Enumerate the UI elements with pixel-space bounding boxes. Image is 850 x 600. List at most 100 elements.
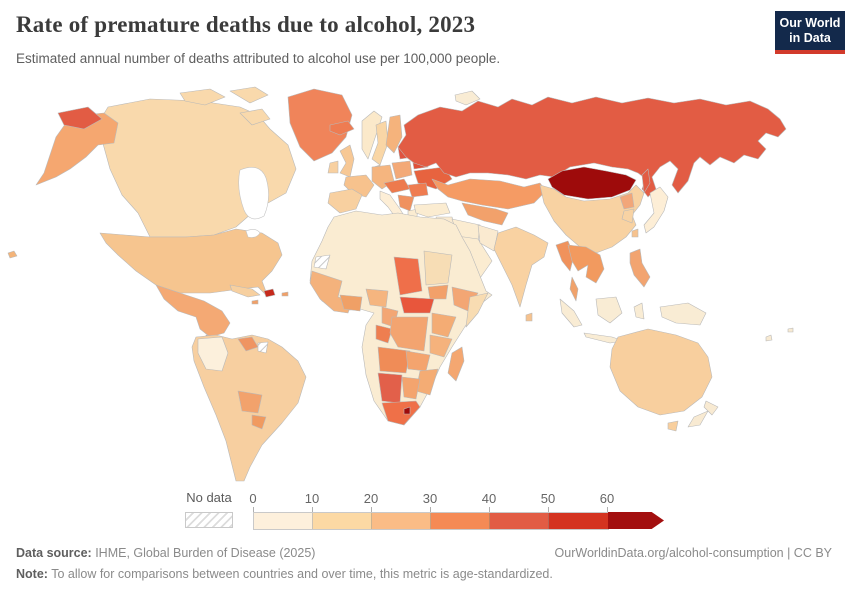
country-indonesia-sumatra[interactable] — [559, 298, 583, 328]
country-tanzania[interactable] — [429, 334, 453, 358]
country-nigeria[interactable] — [365, 288, 389, 308]
country-south-africa[interactable] — [381, 400, 421, 426]
region-malay-peninsula[interactable] — [569, 276, 579, 302]
country-mongolia[interactable] — [547, 166, 637, 200]
region-iberia[interactable] — [327, 188, 363, 214]
region-pakistan-afghanistan[interactable] — [477, 224, 499, 252]
country-usa-hawaii[interactable] — [7, 250, 18, 259]
legend-no-data-label: No data — [186, 490, 232, 505]
region-central-asia[interactable] — [461, 202, 509, 226]
data-source-label: Data source: — [16, 546, 92, 560]
country-namibia[interactable] — [377, 372, 403, 404]
legend-tickmark — [489, 507, 490, 512]
country-kazakhstan[interactable] — [431, 178, 547, 210]
legend-tick-40: 40 — [481, 491, 497, 506]
country-australia[interactable] — [609, 328, 713, 416]
country-bolivia[interactable] — [237, 390, 263, 414]
country-usa[interactable] — [99, 228, 283, 298]
country-india[interactable] — [493, 226, 549, 308]
country-chad[interactable] — [393, 256, 423, 296]
no-data-suriname[interactable] — [257, 341, 269, 354]
legend-bin-0-10[interactable] — [254, 513, 313, 529]
region-uganda-kenya[interactable] — [431, 312, 457, 338]
country-romania[interactable] — [407, 182, 429, 198]
region-svalbard[interactable] — [454, 90, 481, 106]
legend-no-data-swatch[interactable] — [185, 512, 233, 528]
legend-bin-20-30[interactable] — [372, 513, 431, 529]
country-russia-sakhalin[interactable] — [641, 168, 651, 194]
footer-note: Note: To allow for comparisons between c… — [16, 567, 832, 581]
legend-tick-0: 0 — [249, 491, 257, 506]
country-south-korea[interactable] — [621, 208, 635, 224]
owid-link[interactable]: OurWorldinData.org/alcohol-consumption |… — [554, 546, 832, 560]
country-philippines[interactable] — [629, 248, 651, 288]
country-finland[interactable] — [385, 114, 403, 154]
country-greenland[interactable] — [287, 88, 353, 162]
note-label: Note: — [16, 567, 48, 581]
owid-logo-line2: in Data — [789, 30, 831, 45]
no-data-western-sahara[interactable] — [313, 254, 331, 270]
region-ghana-ivory-coast[interactable] — [339, 294, 363, 312]
region-gabon-congo[interactable] — [375, 324, 393, 344]
legend-bin-30-40[interactable] — [431, 513, 490, 529]
country-papua-new-guinea[interactable] — [659, 302, 707, 326]
legend-tickmark — [312, 507, 313, 512]
country-lesotho[interactable] — [403, 406, 411, 415]
data-source-text: Data source: IHME, Global Burden of Dise… — [16, 546, 315, 560]
country-russia[interactable] — [397, 96, 787, 198]
country-japan[interactable] — [643, 186, 669, 234]
legend-tickmark — [607, 507, 608, 512]
legend-tick-50: 50 — [540, 491, 556, 506]
legend-bin-10-20[interactable] — [313, 513, 372, 529]
legend-tick-20: 20 — [363, 491, 379, 506]
country-somalia[interactable] — [465, 292, 489, 328]
country-colombia[interactable] — [197, 336, 229, 372]
country-cuba[interactable] — [229, 284, 261, 298]
country-jamaica[interactable] — [251, 299, 259, 305]
country-canada-arctic-islands[interactable] — [179, 86, 271, 126]
legend-tickmark — [371, 507, 372, 512]
country-ireland[interactable] — [327, 160, 339, 174]
country-dr-congo[interactable] — [389, 316, 429, 352]
country-russia-chukotka-wrap[interactable] — [57, 106, 103, 130]
country-iceland[interactable] — [329, 120, 355, 136]
country-north-korea[interactable] — [619, 192, 635, 210]
legend-bin-40-50[interactable] — [490, 513, 549, 529]
country-australia-tasmania[interactable] — [667, 420, 679, 432]
legend-tickmark — [253, 507, 254, 512]
country-norway[interactable] — [361, 110, 383, 160]
country-poland[interactable] — [391, 160, 413, 180]
region-balkans[interactable] — [397, 194, 415, 212]
country-taiwan[interactable] — [631, 228, 639, 238]
country-south-sudan[interactable] — [427, 284, 449, 300]
country-botswana[interactable] — [401, 376, 421, 400]
country-puerto-rico[interactable] — [281, 291, 289, 297]
country-indonesia-sulawesi[interactable] — [633, 302, 645, 320]
country-central-african-republic[interactable] — [399, 296, 435, 314]
country-haiti[interactable] — [263, 288, 276, 298]
country-indonesia-borneo[interactable] — [595, 296, 623, 324]
region-indochina[interactable] — [567, 244, 605, 284]
legend-bin-50-60[interactable] — [549, 513, 608, 529]
country-madagascar[interactable] — [447, 346, 465, 382]
country-angola[interactable] — [377, 346, 411, 374]
country-turkey[interactable] — [413, 202, 451, 218]
owid-logo[interactable]: Our World in Data — [775, 11, 845, 54]
page-title: Rate of premature deaths due to alcohol,… — [16, 12, 476, 37]
country-paraguay[interactable] — [251, 414, 267, 430]
legend-color-scale — [253, 512, 609, 530]
note-text: To allow for comparisons between countri… — [47, 567, 553, 581]
legend-tick-10: 10 — [304, 491, 320, 506]
country-fiji[interactable] — [765, 327, 794, 342]
country-sudan[interactable] — [423, 250, 453, 286]
owid-logo-line1: Our World — [779, 16, 841, 31]
country-uk[interactable] — [339, 144, 355, 178]
country-new-zealand[interactable] — [687, 400, 719, 428]
chart-subtitle: Estimated annual number of deaths attrib… — [16, 51, 501, 66]
country-sri-lanka[interactable] — [525, 312, 533, 322]
legend-tickmark — [548, 507, 549, 512]
legend-bin-60-plus[interactable] — [608, 512, 664, 529]
legend-tick-30: 30 — [422, 491, 438, 506]
hudson-bay — [238, 167, 269, 220]
